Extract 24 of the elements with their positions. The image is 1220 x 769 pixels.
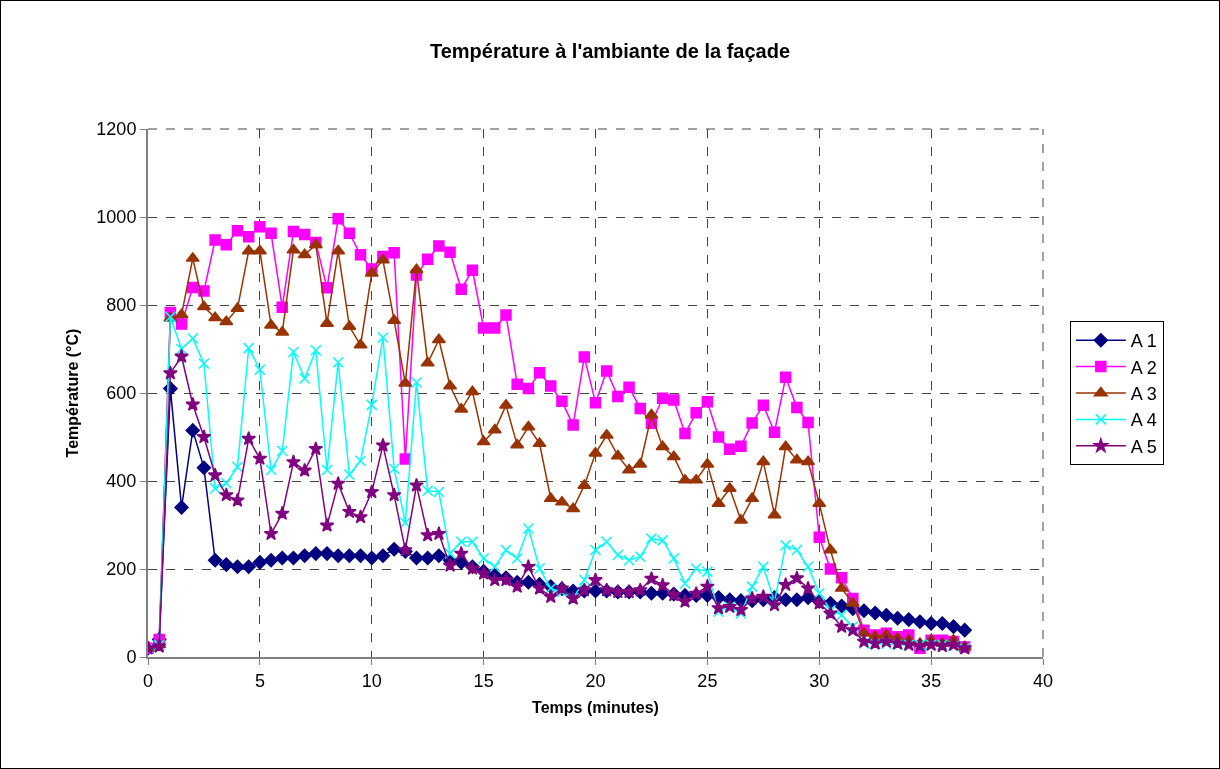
x-tick-label: 25 — [697, 670, 718, 691]
x-axis-title: Temps (minutes) — [532, 698, 659, 716]
y-axis-title: Température (°C) — [63, 328, 81, 458]
legend-label: A 2 — [1130, 357, 1157, 378]
y-tick-label: 0 — [126, 647, 137, 668]
y-tick-label: 200 — [106, 559, 137, 580]
y-tick-label: 1200 — [96, 119, 137, 140]
y-tick-label: 800 — [106, 295, 137, 316]
y-tick-label: 1000 — [96, 207, 137, 228]
x-tick-label: 30 — [809, 670, 830, 691]
legend-label: A 5 — [1130, 436, 1157, 457]
y-tick-label: 600 — [106, 383, 137, 404]
x-tick-label: 0 — [142, 670, 154, 691]
x-tick-label: 35 — [921, 670, 942, 691]
chart-title: Température à l'ambiante de la façade — [429, 39, 791, 62]
legend-label: A 3 — [1130, 384, 1157, 405]
legend-label: A 1 — [1130, 331, 1157, 352]
x-tick-label: 15 — [473, 670, 494, 691]
x-tick-label: 20 — [585, 670, 606, 691]
x-tick-label: 5 — [254, 670, 265, 691]
y-tick-label: 400 — [106, 471, 137, 492]
x-tick-label: 10 — [361, 670, 382, 691]
x-tick-label: 40 — [1032, 670, 1054, 691]
legend-label: A 4 — [1130, 410, 1157, 431]
